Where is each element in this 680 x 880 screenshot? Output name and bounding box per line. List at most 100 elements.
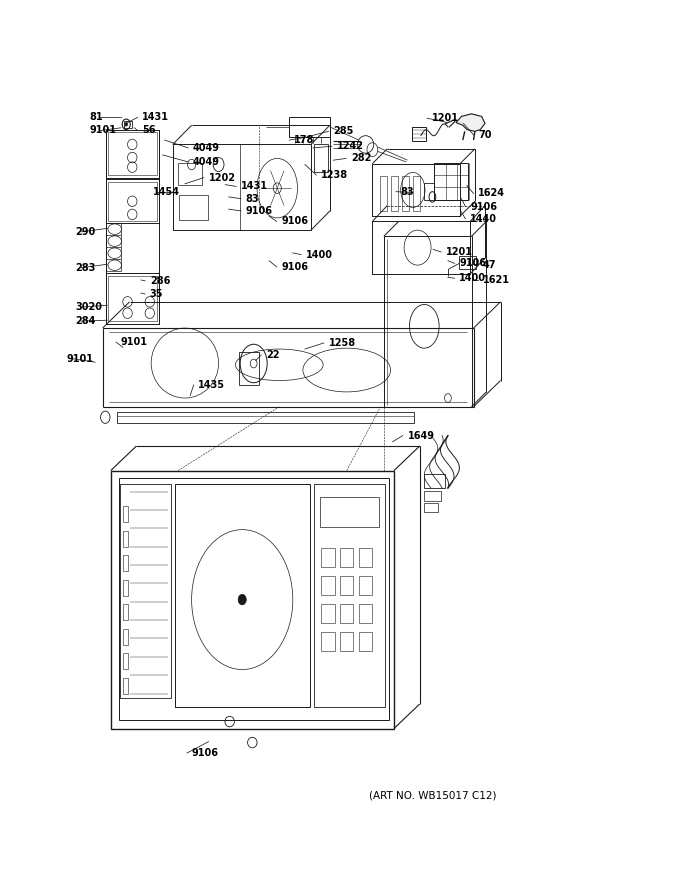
Text: 1431: 1431 bbox=[241, 181, 268, 192]
Bar bbox=[118, 412, 414, 422]
Bar bbox=[123, 580, 129, 596]
Text: 1621: 1621 bbox=[483, 275, 510, 285]
Text: 9106: 9106 bbox=[192, 748, 219, 758]
Bar bbox=[413, 176, 420, 211]
Bar bbox=[111, 471, 394, 729]
Bar bbox=[424, 503, 438, 511]
Text: 3020: 3020 bbox=[75, 302, 103, 312]
Bar bbox=[239, 352, 259, 385]
Bar bbox=[123, 555, 129, 571]
Text: 1624: 1624 bbox=[478, 188, 505, 198]
Bar bbox=[391, 176, 398, 211]
Text: 1400: 1400 bbox=[305, 250, 333, 260]
Bar bbox=[412, 127, 426, 141]
Bar bbox=[173, 144, 311, 231]
Bar bbox=[424, 183, 434, 201]
Text: 1201: 1201 bbox=[446, 247, 473, 257]
Ellipse shape bbox=[125, 122, 128, 126]
Text: 1400: 1400 bbox=[460, 273, 486, 283]
Text: 9106: 9106 bbox=[245, 206, 273, 216]
Bar bbox=[106, 180, 158, 224]
Bar bbox=[123, 653, 129, 669]
Bar bbox=[373, 222, 470, 274]
Text: 284: 284 bbox=[75, 316, 96, 326]
Bar bbox=[340, 604, 354, 623]
Bar bbox=[108, 275, 156, 321]
Bar bbox=[402, 176, 409, 211]
Text: 83: 83 bbox=[245, 194, 259, 203]
Ellipse shape bbox=[238, 594, 246, 605]
Text: 1431: 1431 bbox=[142, 113, 169, 122]
Bar bbox=[178, 163, 202, 185]
Bar bbox=[321, 576, 335, 595]
Text: 1454: 1454 bbox=[152, 187, 180, 196]
Bar bbox=[180, 195, 208, 220]
Bar bbox=[460, 256, 476, 269]
Text: 1649: 1649 bbox=[407, 430, 435, 441]
Bar bbox=[359, 604, 373, 623]
Text: (ART NO. WB15017 C12): (ART NO. WB15017 C12) bbox=[369, 791, 496, 801]
Bar bbox=[119, 478, 388, 720]
Bar bbox=[123, 507, 129, 522]
Bar bbox=[340, 547, 354, 567]
Bar bbox=[435, 163, 468, 200]
Bar bbox=[321, 604, 335, 623]
Bar bbox=[424, 474, 445, 488]
Text: 1242: 1242 bbox=[337, 141, 364, 151]
Bar bbox=[314, 484, 385, 707]
Bar bbox=[359, 576, 373, 595]
Text: 1201: 1201 bbox=[432, 114, 459, 123]
Bar bbox=[123, 531, 129, 546]
Bar bbox=[424, 491, 441, 502]
Text: 285: 285 bbox=[333, 127, 354, 136]
Bar bbox=[373, 164, 460, 216]
Bar bbox=[359, 632, 373, 650]
Text: 1440: 1440 bbox=[470, 214, 497, 224]
Bar bbox=[120, 484, 171, 698]
Bar bbox=[108, 132, 156, 175]
Bar bbox=[321, 547, 335, 567]
Text: 4049: 4049 bbox=[193, 143, 220, 153]
Polygon shape bbox=[456, 114, 485, 131]
Text: 178: 178 bbox=[294, 135, 315, 145]
Bar bbox=[124, 121, 132, 128]
Text: 1258: 1258 bbox=[328, 338, 356, 348]
Text: 1435: 1435 bbox=[199, 380, 225, 390]
Text: 35: 35 bbox=[150, 289, 163, 299]
Bar bbox=[106, 129, 158, 178]
Text: 47: 47 bbox=[483, 260, 496, 270]
Bar bbox=[381, 176, 387, 211]
Bar bbox=[106, 273, 158, 324]
Bar bbox=[359, 547, 373, 567]
Bar bbox=[108, 182, 156, 221]
Bar bbox=[320, 497, 379, 527]
Bar bbox=[123, 678, 129, 693]
Text: 286: 286 bbox=[150, 275, 170, 286]
Text: 9106: 9106 bbox=[282, 216, 308, 226]
Text: 56: 56 bbox=[142, 126, 156, 136]
Text: 9106: 9106 bbox=[470, 202, 497, 211]
Bar bbox=[175, 484, 309, 707]
Text: 1238: 1238 bbox=[321, 170, 348, 180]
Text: 4049: 4049 bbox=[193, 157, 220, 167]
Text: 283: 283 bbox=[75, 263, 96, 273]
Text: 9106: 9106 bbox=[282, 262, 308, 272]
Text: 1202: 1202 bbox=[209, 172, 235, 183]
Bar bbox=[123, 629, 129, 645]
Text: 9101: 9101 bbox=[121, 337, 148, 347]
Bar bbox=[314, 144, 328, 172]
Bar bbox=[340, 576, 354, 595]
Text: 9101: 9101 bbox=[89, 126, 116, 136]
Bar bbox=[384, 236, 471, 407]
Text: 290: 290 bbox=[75, 227, 96, 237]
Bar bbox=[321, 632, 335, 650]
Bar bbox=[290, 117, 330, 136]
Text: 9101: 9101 bbox=[67, 354, 94, 363]
Text: 70: 70 bbox=[478, 130, 492, 140]
Text: 282: 282 bbox=[351, 153, 371, 164]
Text: 83: 83 bbox=[401, 187, 414, 196]
Text: 81: 81 bbox=[89, 113, 103, 122]
Bar bbox=[340, 632, 354, 650]
Text: 9106: 9106 bbox=[460, 259, 486, 268]
Text: 22: 22 bbox=[266, 350, 279, 360]
